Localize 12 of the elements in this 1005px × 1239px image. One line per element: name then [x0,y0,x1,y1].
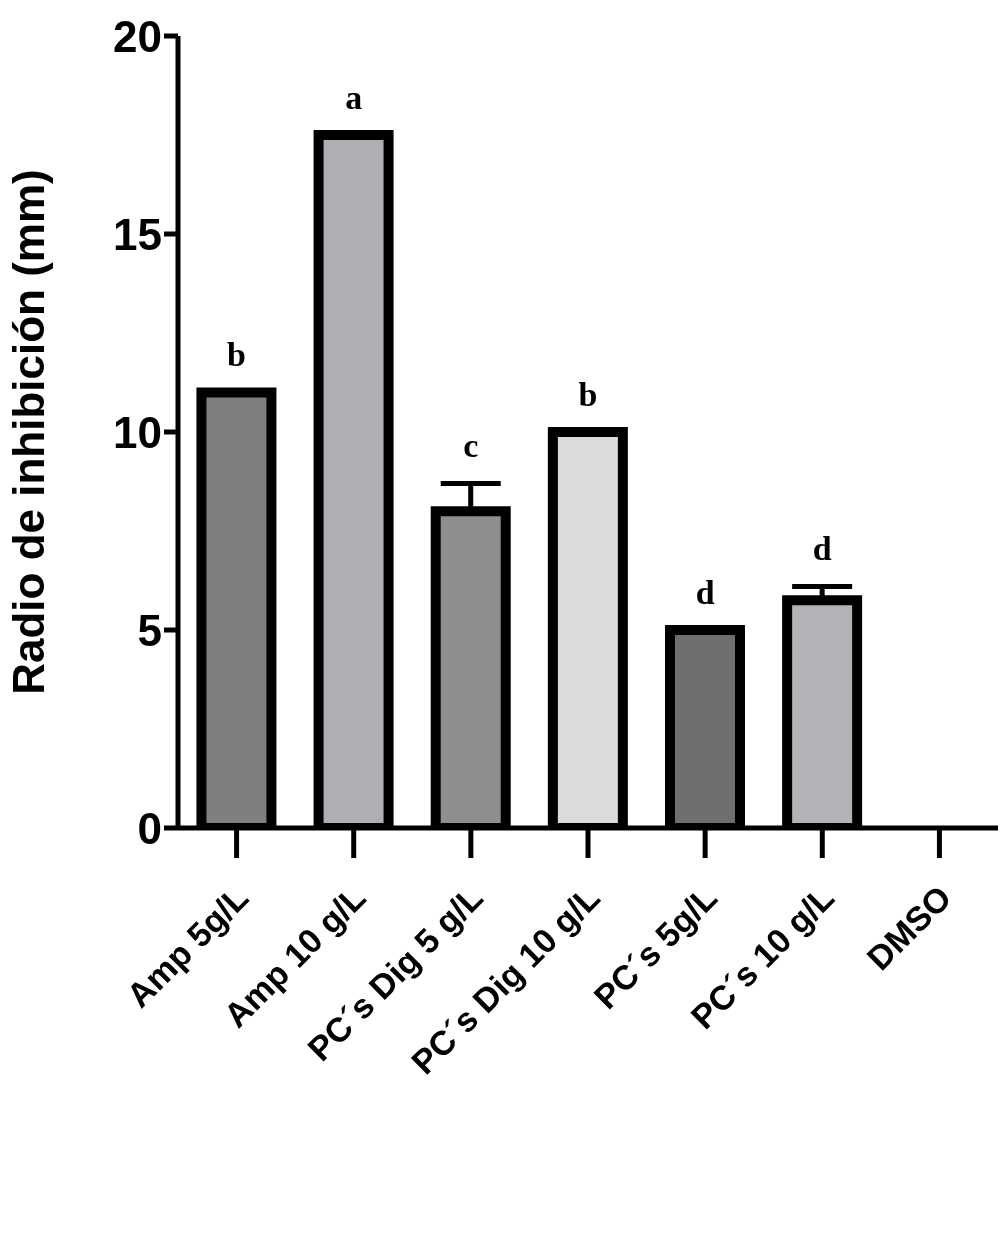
y-axis-title: Radio de inhibición (mm) [3,169,53,695]
annotation: d [812,530,832,568]
annotation: a [345,79,363,116]
y-tick-label: 0 [137,803,162,853]
y-tick-label: 10 [113,407,162,457]
annotation: c [463,427,479,465]
y-tick-label: 5 [137,605,162,655]
y-tick-label: 20 [113,11,162,61]
annotation: b [227,336,247,374]
annotation: d [695,574,715,611]
y-tick-label: 15 [113,209,162,259]
annotation: b [578,376,598,413]
